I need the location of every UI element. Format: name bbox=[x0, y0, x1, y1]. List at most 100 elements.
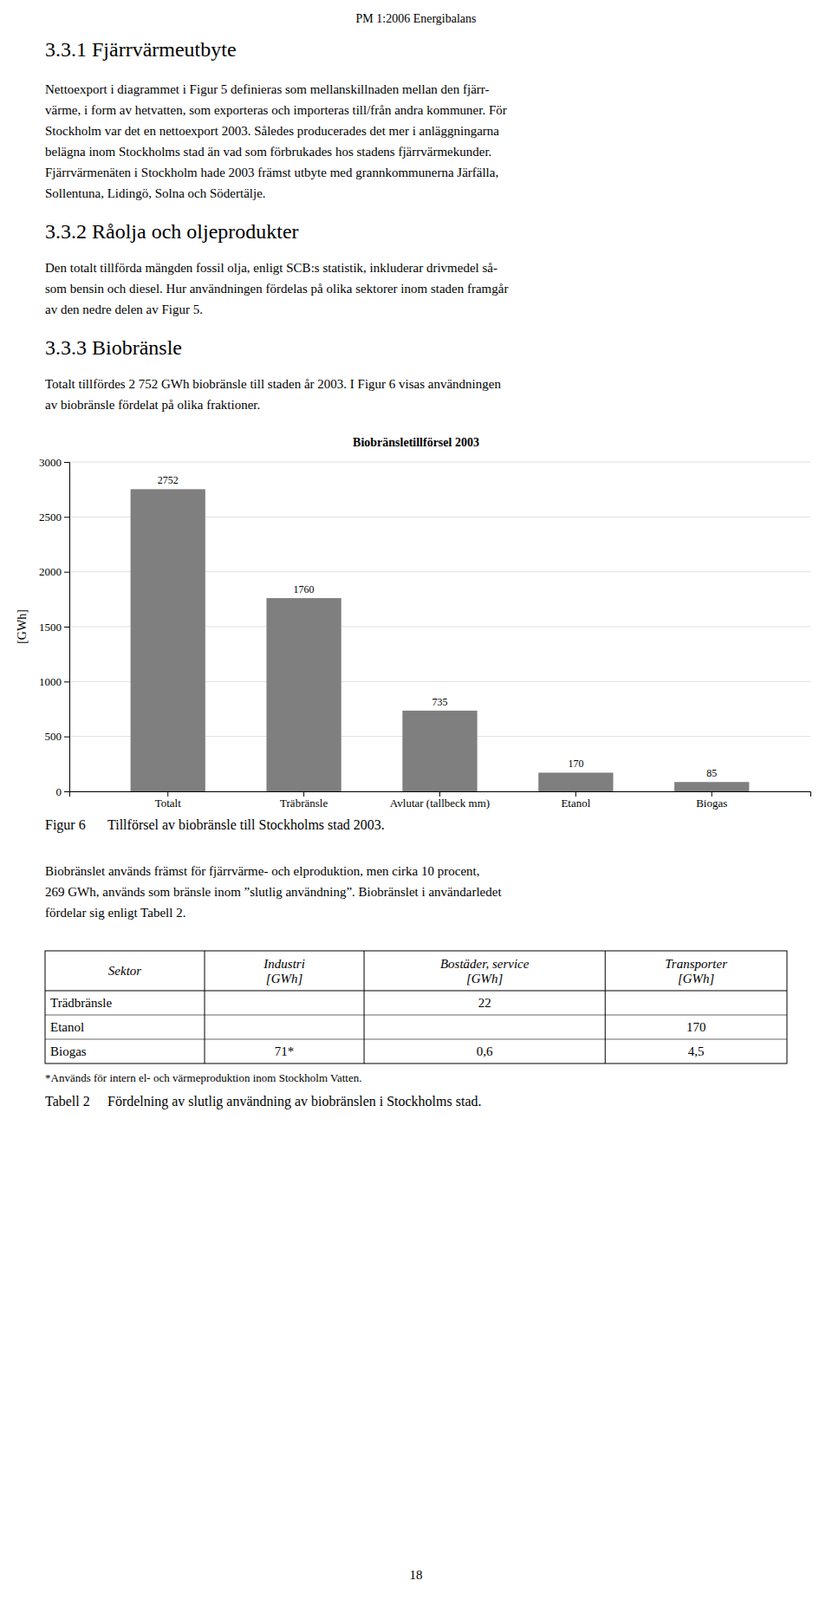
table-header: Bostäder, service[GWh] bbox=[440, 956, 530, 986]
tick-mark bbox=[64, 681, 70, 683]
table-cell: 22 bbox=[478, 995, 492, 1010]
x-axis: Totalt Träbränsle Avlutar (tallbeck mm) Eta… bbox=[70, 791, 812, 810]
table-rule bbox=[45, 1014, 787, 1016]
tick-mark bbox=[711, 791, 713, 797]
tick-mark bbox=[167, 791, 169, 797]
body-line: fördelar sig enligt Tabell 2. bbox=[45, 905, 186, 920]
table-rule bbox=[45, 990, 787, 992]
axis-line bbox=[64, 462, 71, 793]
y-tick: 2000 bbox=[39, 565, 70, 579]
page-number: 18 bbox=[409, 1567, 423, 1582]
x-tick: Totalt bbox=[155, 791, 182, 810]
table-cell: Trädbränsle bbox=[50, 995, 112, 1010]
body-line: Stockholm var det en nettoexport 2003. S… bbox=[45, 123, 500, 138]
tick-mark bbox=[439, 791, 441, 797]
bar bbox=[130, 488, 206, 792]
table-cell: 71* bbox=[274, 1044, 295, 1059]
tick-mark bbox=[64, 626, 70, 628]
table-header: Industri[GWh] bbox=[262, 956, 306, 986]
y-tick: 1000 bbox=[39, 675, 70, 689]
table-cell: Etanol bbox=[50, 1020, 85, 1034]
tick-label: Totalt bbox=[155, 796, 182, 810]
y-tick: 3000 bbox=[39, 455, 70, 469]
bars bbox=[130, 488, 750, 792]
table-cell: 4,5 bbox=[688, 1044, 705, 1059]
bar bbox=[402, 710, 477, 792]
tick-label: 1500 bbox=[39, 620, 62, 634]
body-line: 269 GWh, används som bränsle inom ”slutl… bbox=[45, 884, 502, 899]
body-line: Fjärrvärmenäten i Stockholm hade 2003 fr… bbox=[45, 165, 499, 180]
y-tick: 500 bbox=[45, 729, 71, 743]
tick-mark bbox=[64, 572, 70, 573]
chart-title: Biobränsletillförsel 2003 bbox=[352, 435, 480, 449]
table-border bbox=[45, 950, 787, 1064]
y-tick: 0 bbox=[56, 785, 71, 799]
data-label: 735 bbox=[432, 695, 449, 709]
chart: 0 500 1000 1500 2000 2500 3000 Totalt Träbränsle… bbox=[15, 455, 812, 811]
y-axis: 0 500 1000 1500 2000 2500 3000 bbox=[39, 455, 71, 799]
body-line: Biobränslet används främst för fjärrvärm… bbox=[45, 864, 481, 878]
tick-label: 2500 bbox=[39, 510, 62, 524]
tick-label: 2000 bbox=[39, 565, 62, 579]
grid bbox=[69, 461, 811, 792]
axis-line bbox=[70, 792, 812, 798]
x-tick: Etanol bbox=[560, 791, 591, 810]
tick-label: 3000 bbox=[39, 455, 62, 469]
table-header: Transporter[GWh] bbox=[664, 956, 728, 986]
page: PM 1:2006 Energibalans 3.3.1 Fjärrvärmeut… bbox=[0, 0, 832, 1600]
table-footnote: *Används för intern el- och värmeprodukt… bbox=[45, 1071, 363, 1085]
tick-label: Avlutar (tallbeck mm) bbox=[390, 796, 490, 810]
tick-label: Etanol bbox=[560, 796, 591, 810]
table-rule bbox=[45, 1039, 787, 1040]
body-line: Den totalt tillförda mängden fossil olja… bbox=[45, 260, 498, 275]
body-line: av den nedre delen av Figur 5. bbox=[45, 302, 203, 317]
table-cell: Biogas bbox=[50, 1044, 87, 1059]
data-label: 2752 bbox=[157, 474, 179, 487]
table-header: Sektor bbox=[108, 963, 142, 978]
tick-label: Träbränsle bbox=[279, 796, 328, 810]
body-line: värme, i form av hetvatten, som exporter… bbox=[45, 103, 507, 117]
y-tick: 2500 bbox=[39, 510, 70, 524]
caption-label: Figur 6 bbox=[45, 817, 86, 833]
x-tick: Avlutar (tallbeck mm) bbox=[390, 791, 490, 810]
table-cell: 170 bbox=[686, 1020, 707, 1034]
tick-label: 0 bbox=[56, 785, 63, 799]
caption-text: Tillförsel av biobränsle till Stockholms… bbox=[107, 817, 385, 832]
page-title: PM 1:2006 Energibalans bbox=[356, 12, 477, 26]
bar bbox=[674, 781, 749, 792]
tick-mark bbox=[64, 736, 70, 738]
body-line: som bensin och diesel. Hur användningen … bbox=[45, 281, 508, 296]
data-label: 1760 bbox=[293, 583, 315, 596]
tick-label: 1000 bbox=[39, 675, 62, 689]
section-title: 3.3.3 Biobränsle bbox=[45, 336, 182, 359]
tick-mark bbox=[64, 791, 70, 793]
x-tick: Biogas bbox=[695, 791, 728, 810]
table-rule bbox=[204, 950, 206, 1064]
grid-line bbox=[69, 461, 811, 463]
body-line: Sollentuna, Lidingö, Solna och Södertälj… bbox=[45, 186, 267, 201]
section-title: 3.3.1 Fjärrvärmeutbyte bbox=[45, 38, 237, 61]
table: Sektor Industri[GWh] Bostäder, service[GWh… bbox=[45, 950, 787, 1064]
y-tick: 1500 bbox=[39, 620, 70, 634]
table-rule bbox=[364, 950, 365, 1064]
body-line: Nettoexport i diagrammet i Figur 5 defin… bbox=[45, 82, 489, 97]
tick-label: 500 bbox=[45, 729, 63, 743]
section-title: 3.3.2 Råolja och oljeprodukter bbox=[45, 220, 299, 243]
body-line: Totalt tillfördes 2 752 GWh biobränsle t… bbox=[45, 377, 501, 391]
x-tick: Träbränsle bbox=[279, 791, 328, 810]
tick-mark bbox=[575, 791, 577, 797]
body-line: belägna inom Stockholms stad än vad som … bbox=[45, 144, 492, 159]
table-rule bbox=[604, 950, 606, 1064]
body-line: av biobränsle fördelat på olika fraktion… bbox=[45, 397, 260, 412]
caption-text: Fördelning av slutlig användning av biob… bbox=[107, 1093, 482, 1110]
data-label: 85 bbox=[706, 767, 717, 780]
data-label: 170 bbox=[567, 757, 584, 770]
caption-label: Tabell 2 bbox=[45, 1093, 91, 1109]
tick-label: Biogas bbox=[695, 796, 728, 810]
bar bbox=[266, 598, 341, 792]
tick-mark bbox=[303, 791, 305, 797]
tick-mark bbox=[64, 516, 70, 518]
y-axis-title: [GWh] bbox=[15, 609, 29, 644]
tick-mark bbox=[64, 461, 70, 463]
bar bbox=[538, 772, 613, 792]
